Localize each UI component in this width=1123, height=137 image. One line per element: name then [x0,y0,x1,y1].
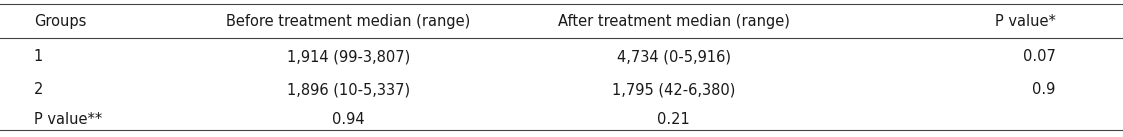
Text: After treatment median (range): After treatment median (range) [558,14,789,29]
Text: 0.94: 0.94 [331,112,365,127]
Text: 1,896 (10-5,337): 1,896 (10-5,337) [286,82,410,97]
Text: 4,734 (0-5,916): 4,734 (0-5,916) [617,49,731,64]
Text: 1,914 (99-3,807): 1,914 (99-3,807) [286,49,410,64]
Text: 1,795 (42-6,380): 1,795 (42-6,380) [612,82,736,97]
Text: P value**: P value** [34,112,102,127]
Text: Before treatment median (range): Before treatment median (range) [226,14,471,29]
Text: 0.9: 0.9 [1032,82,1056,97]
Text: Groups: Groups [34,14,86,29]
Text: 0.21: 0.21 [657,112,691,127]
Text: 1: 1 [34,49,43,64]
Text: P value*: P value* [995,14,1056,29]
Text: 2: 2 [34,82,43,97]
Text: 0.07: 0.07 [1023,49,1056,64]
